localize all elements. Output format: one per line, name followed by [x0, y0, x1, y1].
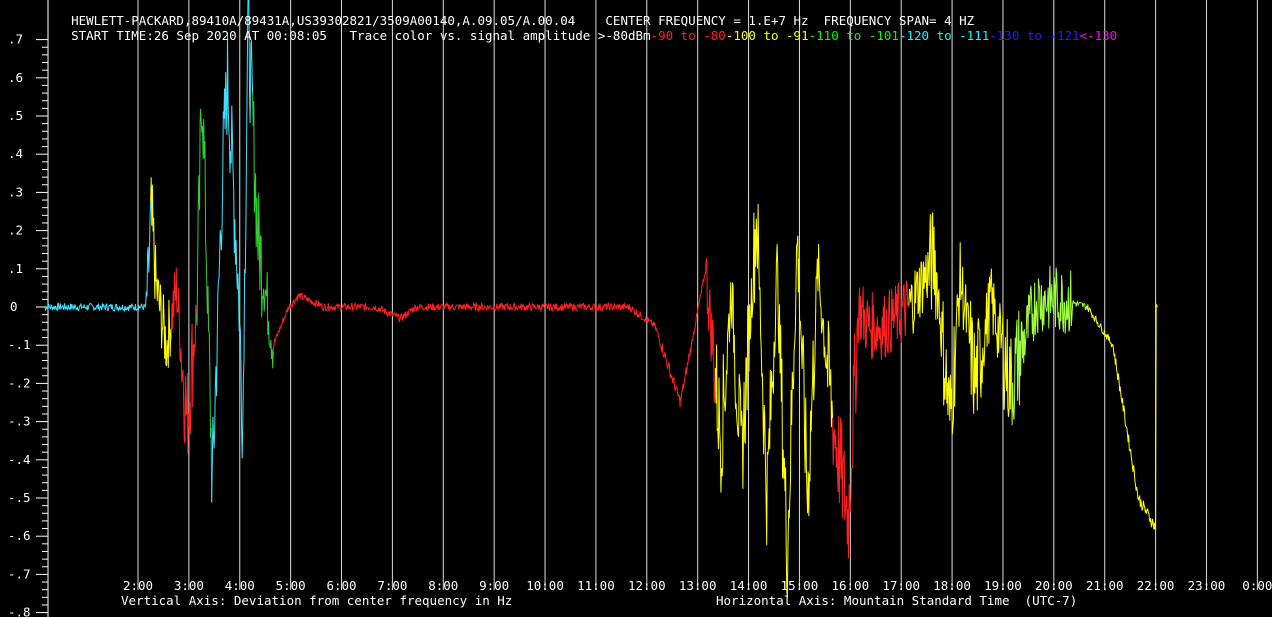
- vertical-axis-title: Vertical Axis: Deviation from center fre…: [121, 593, 513, 608]
- trace-segment: [170, 267, 197, 454]
- trace-segment: [832, 280, 910, 559]
- x-tick-label: 13:00: [679, 578, 717, 593]
- amplitude-color-legend: >-80dBm-90 to -80-100 to -91-110 to -101…: [598, 28, 1117, 43]
- y-tick-label: -.6: [8, 528, 31, 543]
- trace-segment: [150, 177, 172, 368]
- y-tick-label: -.5: [8, 490, 31, 505]
- trace-segment: [195, 108, 213, 503]
- trace-segment: [1010, 265, 1088, 426]
- y-tick-label: .2: [8, 223, 23, 238]
- trace-segment: [211, 0, 254, 503]
- legend-entry-5: -130 to -121: [989, 28, 1080, 43]
- instrument-id: HEWLETT-PACKARD,89410A/89431A,US39302821…: [71, 13, 576, 28]
- legend-entry-3: -110 to -101: [808, 28, 899, 43]
- x-tick-label: 21:00: [1086, 578, 1124, 593]
- trace-segment: [714, 203, 834, 598]
- y-tick-label: -.3: [8, 414, 31, 429]
- x-tick-label: 6:00: [326, 578, 356, 593]
- y-tick-label: .6: [8, 70, 23, 85]
- x-tick-label: 17:00: [882, 578, 920, 593]
- frequency-span: FREQUENCY SPAN= 4 HZ: [823, 13, 975, 28]
- legend-entry-2: -100 to -91: [725, 28, 809, 43]
- center-frequency: CENTER FREQUENCY = 1.E+7 Hz: [605, 13, 809, 28]
- y-tick-label: 0: [10, 299, 18, 314]
- y-tick-label: -.2: [8, 375, 31, 390]
- header-line-2: START TIME:26 Sep 2020 AT 00:08:05 Trace…: [56, 15, 1117, 43]
- y-tick-label: -.7: [8, 566, 31, 581]
- legend-entry-4: -120 to -111: [898, 28, 990, 43]
- legend-entry-1: -90 to -80: [650, 28, 726, 43]
- trace-segment: [44, 201, 152, 313]
- x-tick-label: 20:00: [1035, 578, 1073, 593]
- start-time: START TIME:26 Sep 2020 AT 00:08:05: [71, 28, 327, 43]
- y-tick-label: -.8: [8, 605, 31, 617]
- horizontal-axis-title: Horizontal Axis: Mountain Standard Time …: [716, 593, 1078, 608]
- trace-segment: [1086, 302, 1158, 530]
- legend-entry-0: >-80dBm: [597, 28, 651, 43]
- trace-segment: [908, 212, 1012, 435]
- y-tick-label: .7: [8, 32, 23, 47]
- y-tick-label: -.4: [8, 452, 31, 467]
- x-tick-label: 15:00: [781, 578, 819, 593]
- x-tick-label: 19:00: [984, 578, 1022, 593]
- trace-segment: [272, 258, 716, 408]
- x-tick-label: 3:00: [174, 578, 204, 593]
- y-tick-label: .4: [8, 146, 23, 161]
- x-tick-label: 16:00: [831, 578, 869, 593]
- x-tick-label: 4:00: [225, 578, 255, 593]
- x-tick-label: 2:00: [123, 578, 153, 593]
- x-tick-label: 18:00: [933, 578, 971, 593]
- x-tick-label: 8:00: [428, 578, 458, 593]
- x-tick-label: 9:00: [479, 578, 509, 593]
- x-tick-label: 5:00: [276, 578, 306, 593]
- x-tick-label: 10:00: [526, 578, 564, 593]
- x-tick-label: 0:00: [1242, 578, 1272, 593]
- y-tick-label: -.1: [8, 337, 31, 352]
- y-tick-label: .1: [8, 261, 23, 276]
- y-tick-label: .3: [8, 184, 23, 199]
- x-tick-label: 7:00: [377, 578, 407, 593]
- y-tick-label: .5: [8, 108, 23, 123]
- x-tick-label: 11:00: [577, 578, 615, 593]
- x-tick-label: 22:00: [1137, 578, 1175, 593]
- x-tick-label: 12:00: [628, 578, 666, 593]
- x-tick-label: 23:00: [1188, 578, 1226, 593]
- header-line-1: HEWLETT-PACKARD,89410A/89431A,US39302821…: [56, 0, 974, 28]
- legend-entry-6: <-130: [1079, 28, 1118, 43]
- trace-segment: [252, 92, 274, 369]
- x-tick-label: 14:00: [730, 578, 768, 593]
- legend-label: Trace color vs. signal amplitude: [349, 28, 591, 43]
